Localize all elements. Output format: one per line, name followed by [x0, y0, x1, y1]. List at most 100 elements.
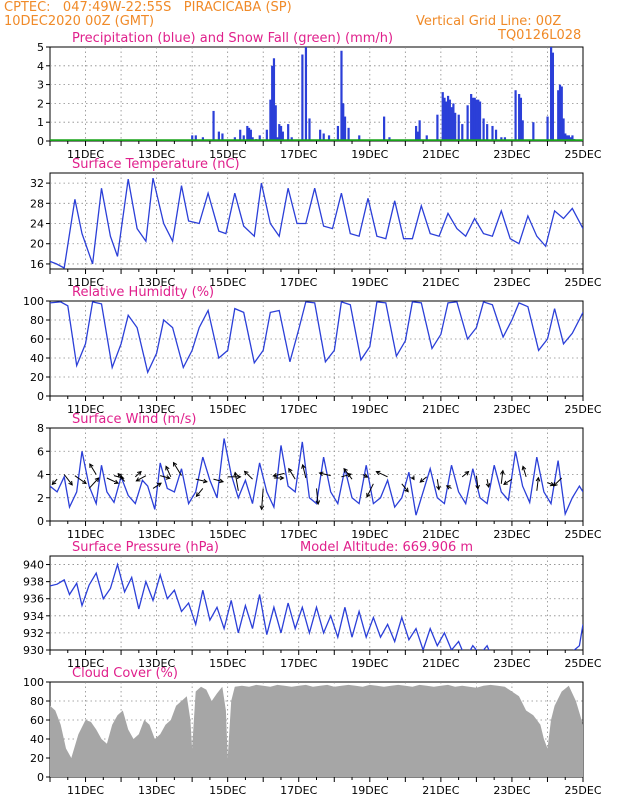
precip-bar	[191, 135, 194, 141]
wind-xtick-label: 21DEC	[422, 528, 459, 541]
humidity-title: Relative Humidity (%)	[72, 285, 214, 300]
humidity-xtick-label: 17DEC	[280, 403, 317, 416]
wind-arrow	[376, 471, 388, 478]
wind-arrow-head	[51, 480, 57, 486]
wind-arrow-head	[135, 477, 141, 482]
temp-xtick-label: 25DEC	[564, 276, 601, 289]
precip-ytick-label: 1	[37, 116, 44, 129]
precip-bar	[347, 127, 350, 141]
humidity-xtick-label: 23DEC	[493, 403, 530, 416]
wind-arrow-head	[172, 461, 178, 467]
precip-bar	[258, 135, 261, 141]
precip-bar	[416, 131, 419, 141]
wind-arrow-head	[165, 475, 171, 480]
wind-arrow	[341, 473, 352, 478]
wind-arrow	[165, 466, 172, 478]
precip-ytick-label: 0	[37, 135, 44, 148]
cloud-xtick-label: 19DEC	[351, 784, 388, 797]
precip-xtick-label: 23DEC	[493, 148, 530, 161]
precip-bar	[521, 120, 524, 141]
precip-bar	[194, 135, 197, 141]
humidity-ytick-label: 0	[37, 390, 44, 403]
wind-arrow	[244, 470, 253, 480]
precip-bar	[249, 129, 252, 141]
humidity-xtick-label: 11DEC	[67, 403, 104, 416]
precip-bar	[242, 135, 245, 141]
wind-arrow	[436, 479, 440, 490]
precip-bar	[546, 116, 549, 141]
wind-arrow-head	[165, 465, 170, 471]
humidity-xtick-label: 25DEC	[564, 403, 601, 416]
wind-arrow-head	[219, 478, 225, 484]
precip-bar	[514, 90, 517, 141]
wind-arrow	[553, 477, 563, 487]
precip-bar	[482, 118, 485, 141]
precip-bar	[239, 129, 242, 141]
wind-arrow-head	[552, 481, 558, 487]
wind-title: Surface Wind (m/s)	[72, 412, 196, 427]
humidity-panel: 0 20 40 60 80 100 11DEC 13DEC 15DEC 17DEC 19DEC 21D…	[23, 285, 602, 416]
pressure-ytick-label: 930	[23, 644, 44, 657]
wind-xtick-label: 23DEC	[493, 528, 530, 541]
wind-ytick-label: 8	[37, 422, 44, 435]
temp-xtick-label: 23DEC	[493, 276, 530, 289]
humidity-ytick-label: 100	[23, 295, 44, 308]
pressure-xtick-label: 25DEC	[564, 657, 601, 670]
precip-bar	[461, 124, 464, 141]
wind-arrow	[51, 478, 58, 485]
wind-arrow-head	[366, 492, 371, 498]
pressure-xtick-label: 17DEC	[280, 657, 317, 670]
cloud-xtick-label: 25DEC	[564, 784, 601, 797]
wind-arrow-head	[475, 484, 480, 490]
wind-arrow	[196, 488, 204, 497]
wind-arrow-head	[233, 471, 239, 477]
precip-bar	[491, 125, 494, 141]
wind-arrow	[89, 463, 97, 475]
wind-arrow-head	[445, 485, 451, 490]
temp-ytick-label: 16	[30, 258, 44, 271]
wind-xtick-label: 25DEC	[564, 528, 601, 541]
cloud-xtick-label: 23DEC	[493, 784, 530, 797]
wind-xtick-label: 13DEC	[138, 528, 175, 541]
precip-bar	[221, 133, 224, 141]
pressure-xtick-label: 11DEC	[67, 657, 104, 670]
precip-bar	[532, 122, 535, 141]
pressure-xtick-label: 15DEC	[209, 657, 246, 670]
precip-ytick-label: 5	[37, 41, 44, 54]
precip-xtick-label: 11DEC	[67, 148, 104, 161]
precip-bar	[287, 124, 290, 141]
precip-bar	[500, 137, 503, 141]
wind-arrow	[401, 483, 409, 492]
wind-arrow-head	[503, 480, 508, 485]
precip-bar	[564, 133, 567, 141]
wind-arrow-head	[89, 463, 94, 469]
precip-bar	[471, 97, 475, 141]
precip-bar	[466, 105, 469, 141]
wind-arrow-head	[500, 469, 505, 475]
precip-bar	[566, 135, 569, 141]
precip-bar	[519, 97, 523, 141]
precip-ytick-label: 3	[37, 79, 44, 92]
precip-bar	[274, 105, 277, 141]
wind-arrow-head	[419, 478, 425, 483]
wind-arrow	[486, 479, 490, 488]
wind-arrow	[419, 476, 427, 483]
humidity-ytick-label: 60	[30, 333, 44, 346]
wind-xtick-label: 19DEC	[351, 528, 388, 541]
temp-xtick-label: 13DEC	[138, 276, 175, 289]
wind-arrow	[366, 483, 374, 498]
wind-arrow	[343, 468, 353, 480]
precip-bar	[246, 125, 249, 141]
header-left-line1: CPTEC: 047:49W-22:55S PIRACICABA (SP)	[4, 0, 292, 15]
cloud-ytick-label: 40	[30, 733, 44, 746]
wind-arrow-head	[94, 477, 100, 482]
header-left-line2: 10DEC2020 00Z (GMT)	[4, 14, 155, 29]
wind-arrow	[522, 466, 527, 477]
cloud-ytick-label: 0	[37, 771, 44, 784]
wind-arrow	[475, 475, 479, 489]
wind-arrow-head	[410, 475, 415, 481]
temp-ytick-label: 20	[30, 238, 44, 251]
pressure-xtick-label: 21DEC	[422, 657, 459, 670]
precip-bar	[271, 65, 274, 141]
wind-arrow	[461, 471, 469, 478]
